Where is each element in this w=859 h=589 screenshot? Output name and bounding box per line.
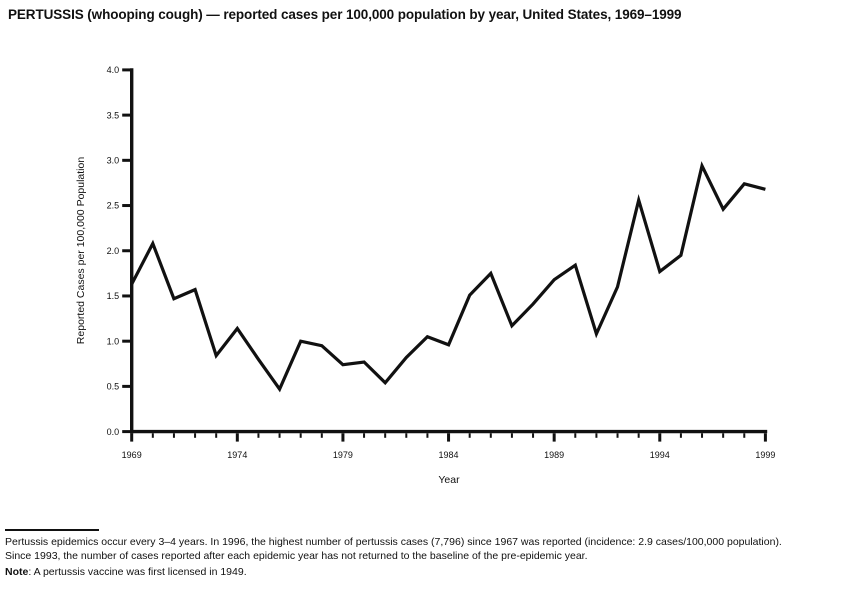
x-tick-label: 1999	[755, 450, 775, 460]
footnote-line-1: Pertussis epidemics occur every 3–4 year…	[5, 536, 782, 548]
y-tick-label: 1.5	[107, 291, 120, 301]
y-tick-label: 4.0	[107, 65, 120, 75]
y-tick-label: 1.0	[107, 336, 120, 346]
y-tick-label: 2.5	[107, 201, 120, 211]
footnote-line-2: Since 1993, the number of cases reported…	[5, 550, 588, 562]
footnote-rule	[5, 529, 99, 531]
x-tick-label: 1984	[439, 450, 459, 460]
data-line	[130, 161, 766, 393]
page-title: PERTUSSIS (whooping cough) — reported ca…	[8, 7, 682, 22]
note-text: : A pertussis vaccine was first licensed…	[28, 566, 247, 578]
y-axis-title: Reported Cases per 100,000 Population	[75, 157, 87, 345]
note-label: Note	[5, 566, 29, 578]
y-tick-label: 2.0	[107, 246, 120, 256]
pertussis-line-chart: 0.0 0.5 1.0 1.5 2.0 2.5 3.0 3.5 4.0 1969 1974 1979 1…	[75, 65, 775, 486]
x-tick-label: 1974	[227, 450, 247, 460]
y-tick-label: 3.0	[107, 156, 120, 166]
x-tick-label: 1989	[544, 450, 564, 460]
y-tick-label: 3.5	[107, 110, 120, 120]
x-axis-title: Year	[438, 474, 460, 486]
x-tick-label: 1979	[333, 450, 353, 460]
y-tick-label: 0.0	[107, 427, 120, 437]
footnote-note: Note: A pertussis vaccine was first lice…	[5, 566, 247, 578]
x-tick-label: 1969	[122, 450, 142, 460]
y-tick-label: 0.5	[107, 382, 120, 392]
footnote: Pertussis epidemics occur every 3–4 year…	[5, 535, 856, 563]
x-tick-label: 1994	[650, 450, 670, 460]
